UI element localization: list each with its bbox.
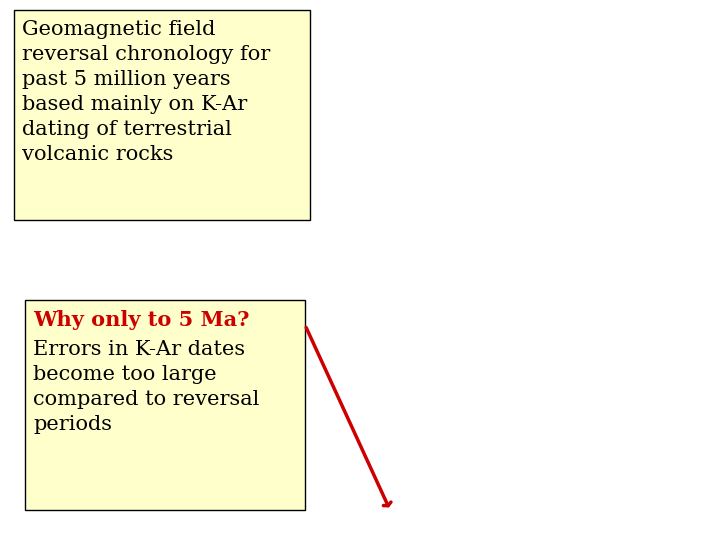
FancyBboxPatch shape bbox=[25, 300, 305, 510]
Text: Why only to 5 Ma?: Why only to 5 Ma? bbox=[33, 310, 250, 330]
Text: Errors in K-Ar dates
become too large
compared to reversal
periods: Errors in K-Ar dates become too large co… bbox=[33, 340, 259, 434]
Text: Geomagnetic field
reversal chronology for
past 5 million years
based mainly on K: Geomagnetic field reversal chronology fo… bbox=[22, 20, 270, 164]
FancyBboxPatch shape bbox=[14, 10, 310, 220]
